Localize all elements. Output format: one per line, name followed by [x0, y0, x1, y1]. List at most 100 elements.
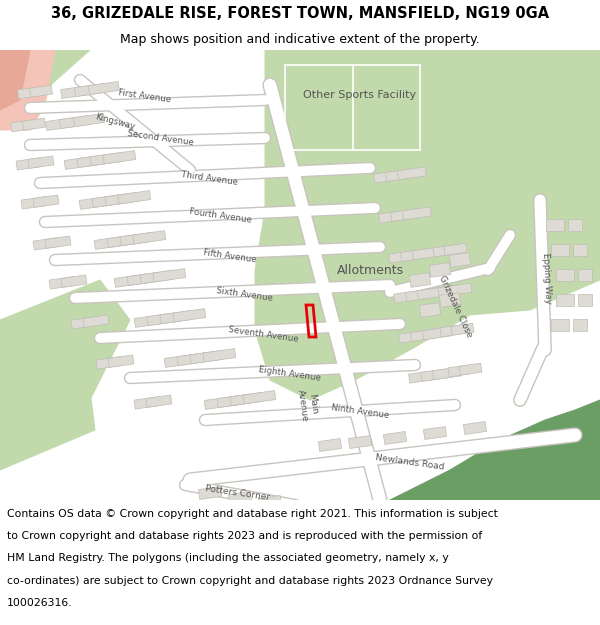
- Polygon shape: [409, 370, 437, 383]
- Polygon shape: [403, 207, 431, 220]
- Polygon shape: [127, 272, 160, 286]
- Polygon shape: [429, 262, 451, 278]
- Text: Seventh Avenue: Seventh Avenue: [227, 324, 299, 343]
- Polygon shape: [73, 114, 104, 127]
- Polygon shape: [83, 315, 109, 328]
- Text: First Avenue: First Avenue: [118, 88, 172, 104]
- Polygon shape: [114, 274, 147, 288]
- Polygon shape: [0, 50, 55, 130]
- Polygon shape: [397, 167, 427, 180]
- Text: Allotments: Allotments: [337, 264, 404, 276]
- Polygon shape: [22, 118, 46, 130]
- Polygon shape: [438, 285, 461, 297]
- Polygon shape: [401, 249, 430, 261]
- Text: Eighth Avenue: Eighth Avenue: [259, 365, 322, 383]
- Polygon shape: [420, 430, 600, 500]
- Text: Map shows position and indicative extent of the property.: Map shows position and indicative extent…: [120, 32, 480, 46]
- Text: Grizedale Close: Grizedale Close: [437, 274, 473, 338]
- Polygon shape: [463, 421, 487, 434]
- Polygon shape: [203, 349, 236, 362]
- Polygon shape: [94, 236, 127, 249]
- Polygon shape: [29, 85, 52, 97]
- Polygon shape: [229, 491, 251, 504]
- Polygon shape: [386, 169, 415, 181]
- Polygon shape: [96, 357, 122, 369]
- Polygon shape: [217, 394, 250, 408]
- Polygon shape: [440, 325, 463, 337]
- Polygon shape: [573, 244, 587, 256]
- Polygon shape: [105, 192, 138, 206]
- Polygon shape: [383, 431, 407, 444]
- Polygon shape: [424, 426, 446, 439]
- Polygon shape: [74, 84, 106, 96]
- Polygon shape: [374, 170, 403, 183]
- Polygon shape: [79, 196, 112, 209]
- Polygon shape: [0, 50, 30, 110]
- Polygon shape: [556, 294, 574, 306]
- Polygon shape: [449, 283, 472, 295]
- Polygon shape: [92, 194, 125, 208]
- Polygon shape: [77, 154, 110, 168]
- Text: 36, GRIZEDALE RISE, FOREST TOWN, MANSFIELD, NG19 0GA: 36, GRIZEDALE RISE, FOREST TOWN, MANSFIE…: [51, 6, 549, 21]
- Polygon shape: [0, 390, 95, 470]
- Polygon shape: [107, 234, 140, 248]
- Polygon shape: [190, 351, 223, 364]
- Polygon shape: [451, 323, 474, 335]
- Polygon shape: [230, 392, 263, 406]
- Polygon shape: [134, 397, 160, 409]
- Text: Newlands Road: Newlands Road: [375, 452, 445, 471]
- Polygon shape: [444, 243, 467, 255]
- Polygon shape: [28, 156, 54, 168]
- Polygon shape: [146, 395, 172, 408]
- Polygon shape: [204, 396, 237, 409]
- Text: HM Land Registry. The polygons (including the associated geometry, namely x, y: HM Land Registry. The polygons (includin…: [7, 553, 449, 563]
- Polygon shape: [21, 197, 47, 209]
- Polygon shape: [59, 116, 91, 129]
- Polygon shape: [433, 245, 456, 257]
- Polygon shape: [406, 289, 434, 301]
- Polygon shape: [391, 209, 419, 221]
- Polygon shape: [578, 294, 592, 306]
- Polygon shape: [394, 290, 422, 303]
- Polygon shape: [49, 277, 75, 289]
- Polygon shape: [64, 156, 97, 169]
- Polygon shape: [140, 271, 173, 284]
- Polygon shape: [33, 238, 59, 250]
- Polygon shape: [71, 317, 97, 329]
- Polygon shape: [459, 363, 482, 375]
- Polygon shape: [412, 247, 442, 260]
- Polygon shape: [243, 391, 276, 404]
- Polygon shape: [177, 352, 210, 366]
- Polygon shape: [16, 158, 42, 170]
- Polygon shape: [120, 232, 153, 246]
- Polygon shape: [0, 50, 90, 130]
- Polygon shape: [448, 365, 471, 377]
- Polygon shape: [199, 486, 221, 499]
- Text: Epping Way: Epping Way: [541, 253, 553, 304]
- Polygon shape: [11, 120, 34, 132]
- Polygon shape: [319, 439, 341, 451]
- Text: Fourth Avenue: Fourth Avenue: [188, 207, 252, 225]
- Polygon shape: [103, 151, 136, 164]
- Polygon shape: [418, 287, 446, 300]
- Polygon shape: [398, 330, 428, 343]
- Polygon shape: [173, 309, 206, 322]
- Polygon shape: [45, 236, 71, 248]
- Text: Ninth Avenue: Ninth Avenue: [331, 404, 389, 421]
- Polygon shape: [409, 272, 431, 288]
- Polygon shape: [421, 369, 449, 381]
- Text: co-ordinates) are subject to Crown copyright and database rights 2023 Ordnance S: co-ordinates) are subject to Crown copyr…: [7, 576, 493, 586]
- Polygon shape: [133, 231, 166, 244]
- Text: Sixth Avenue: Sixth Avenue: [216, 286, 274, 302]
- Text: Potters Corner: Potters Corner: [205, 484, 271, 502]
- Text: Third Avenue: Third Avenue: [181, 169, 239, 186]
- Polygon shape: [379, 210, 407, 223]
- Polygon shape: [419, 302, 441, 318]
- Text: to Crown copyright and database rights 2023 and is reproduced with the permissio: to Crown copyright and database rights 2…: [7, 531, 482, 541]
- Text: Main
Avenue: Main Avenue: [296, 388, 320, 422]
- Polygon shape: [410, 329, 439, 341]
- Polygon shape: [164, 354, 197, 367]
- Polygon shape: [61, 275, 87, 288]
- Polygon shape: [551, 319, 569, 331]
- Text: 100026316.: 100026316.: [7, 598, 73, 608]
